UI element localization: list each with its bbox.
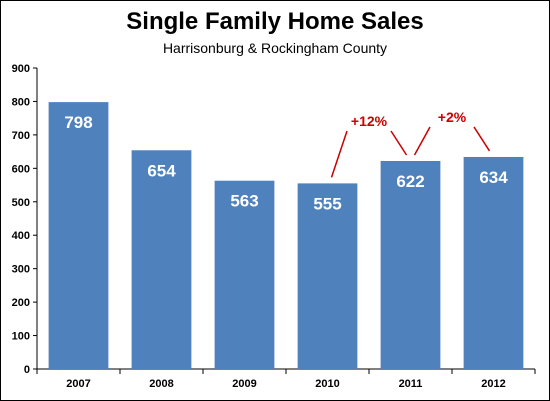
y-tick-label: 100 xyxy=(12,331,30,343)
y-tick-label: 700 xyxy=(12,130,30,142)
x-tick-label: 2010 xyxy=(315,378,339,390)
x-tick-label: 2008 xyxy=(149,378,173,390)
y-tick-label: 200 xyxy=(12,297,30,309)
x-axis: 2007 2008 2009 2010 2011 2012 xyxy=(36,368,536,390)
bars xyxy=(48,102,524,369)
y-tick-label: 500 xyxy=(12,197,30,209)
annotations: +12% +2% xyxy=(330,109,491,178)
data-label: 555 xyxy=(313,194,341,213)
bar xyxy=(131,150,192,369)
x-tick-label: 2009 xyxy=(232,378,256,390)
y-tick-label: 900 xyxy=(12,63,30,75)
data-label: 563 xyxy=(230,192,258,211)
data-label: 654 xyxy=(147,161,176,180)
bar xyxy=(48,102,109,369)
annotation-label: +12% xyxy=(351,113,388,129)
annotation-line xyxy=(473,126,491,152)
bar xyxy=(297,183,358,369)
data-labels: 798 654 563 555 622 634 xyxy=(64,113,508,213)
x-tick-label: 2007 xyxy=(66,378,90,390)
bar xyxy=(380,160,441,369)
y-tick-label: 300 xyxy=(12,264,30,276)
chart-subtitle: Harrisonburg & Rockingham County xyxy=(162,40,388,56)
y-tick-label: 400 xyxy=(12,230,30,242)
y-tick-label: 600 xyxy=(12,163,30,175)
data-label: 798 xyxy=(64,113,92,132)
bar xyxy=(463,156,524,369)
annotation-line xyxy=(330,130,348,178)
chart-title: Single Family Home Sales xyxy=(126,8,424,35)
annotation-line xyxy=(390,130,408,156)
y-tick-label: 0 xyxy=(24,364,30,376)
bar xyxy=(214,180,275,369)
y-tick-label: 800 xyxy=(12,96,30,108)
x-tick-label: 2011 xyxy=(399,378,423,390)
annotation-line xyxy=(413,126,431,156)
y-axis: 0 100 200 300 400 500 600 700 800 900 xyxy=(12,63,38,376)
annotation-label: +2% xyxy=(438,109,467,125)
data-label: 634 xyxy=(479,168,508,187)
data-label: 622 xyxy=(396,172,424,191)
x-tick-label: 2012 xyxy=(481,378,505,390)
